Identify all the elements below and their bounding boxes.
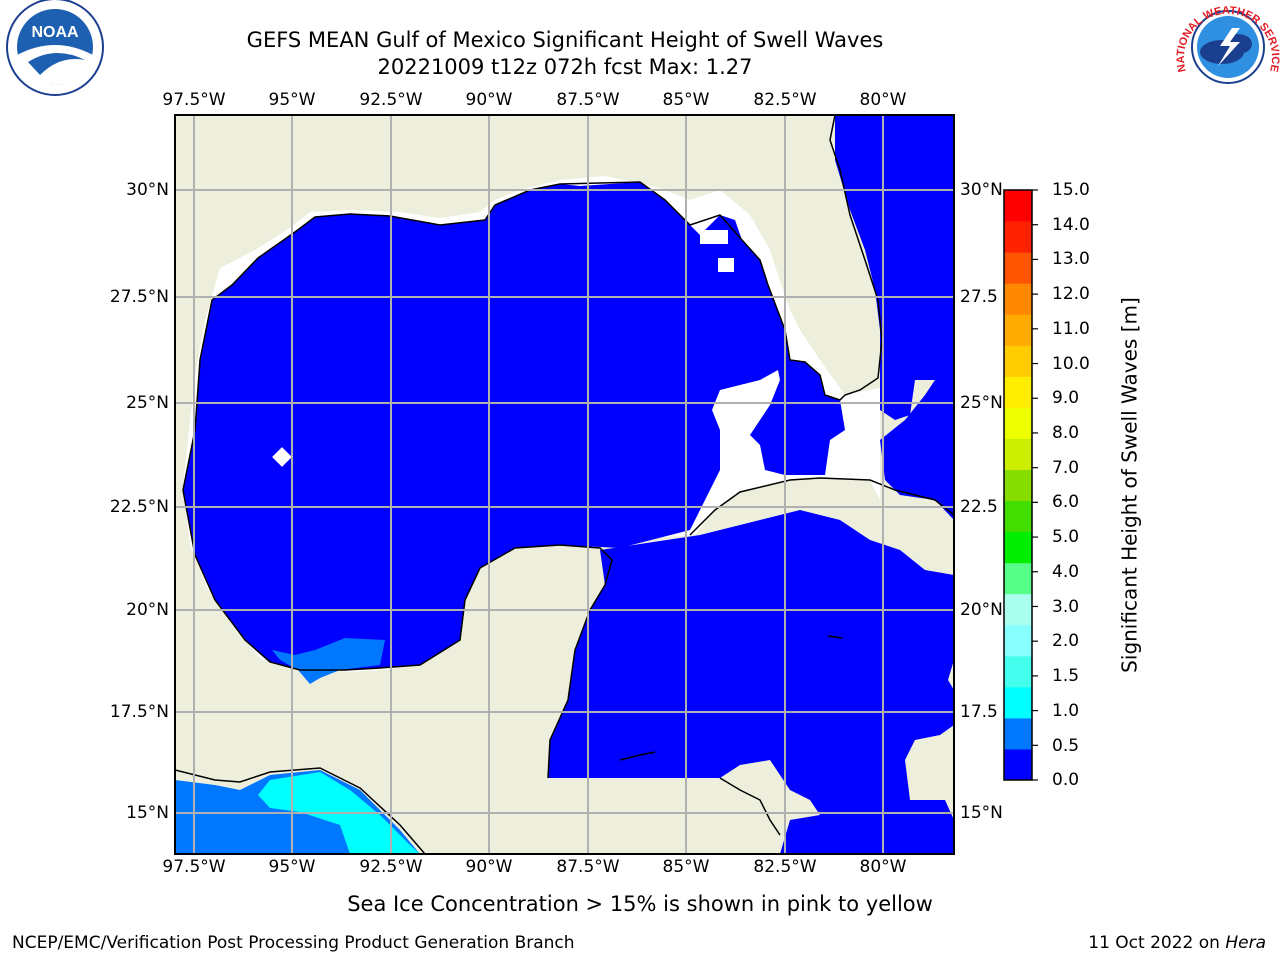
colorbar-segment	[1004, 407, 1032, 439]
noaa-logo-text: NOAA	[31, 24, 79, 41]
gridlines	[175, 115, 954, 854]
colorbar-segment	[1004, 593, 1032, 626]
campeche-swell	[272, 638, 385, 684]
colorbar-tick: 11.0	[1052, 319, 1090, 339]
lon-tick-top: 87.5°W	[556, 90, 620, 110]
colorbar-tick: 3.0	[1052, 597, 1080, 617]
colorbar-segment	[1004, 748, 1032, 781]
lat-tick-right: 27.5	[960, 287, 998, 307]
map-frame	[174, 114, 955, 855]
colorbar-segment	[1004, 469, 1032, 502]
lat-tick-left: 30°N	[126, 180, 169, 200]
atlantic-water	[835, 115, 954, 520]
lat-tick-right: 20°N	[960, 600, 1003, 620]
gulf-water	[183, 182, 845, 670]
colorbar-tick: 6.0	[1052, 492, 1080, 512]
lat-tick-left: 25°N	[126, 393, 169, 413]
credit-date: 11 Oct 2022 on Hera	[1088, 932, 1266, 954]
lon-tick-top: 97.5°W	[162, 90, 226, 110]
chart-subtitle: 20221009 t12z 072h fcst Max: 1.27	[377, 55, 753, 79]
host-name: Hera	[1225, 933, 1266, 953]
colorbar-segment	[1004, 624, 1032, 657]
colorbar-tick: 1.0	[1052, 701, 1080, 721]
lat-tick-left: 17.5°N	[109, 702, 169, 722]
lat-tick-left: 27.5°N	[109, 287, 169, 307]
lat-tick-right: 15°N	[960, 803, 1003, 823]
colorbar	[1003, 189, 1038, 781]
colorbar-label: Significant Height of Swell Waves [m]	[1117, 297, 1142, 673]
lon-tick-bottom: 95°W	[268, 857, 316, 877]
colorbar-segment	[1004, 531, 1032, 564]
colorbar-tick: 13.0	[1052, 249, 1090, 269]
colorbar-tick: 2.0	[1052, 631, 1080, 651]
colorbar-segment	[1004, 562, 1032, 595]
colorbar-tick: 15.0	[1052, 180, 1090, 200]
colorbar-tick: 9.0	[1052, 388, 1080, 408]
colorbar-segment	[1004, 221, 1032, 253]
lon-tick-bottom: 82.5°W	[753, 857, 817, 877]
colorbar-tick: 4.0	[1052, 562, 1080, 582]
caribbean-water	[548, 510, 954, 854]
lat-tick-left: 20°N	[126, 600, 169, 620]
nws-logo: NATIONAL WEATHER SERVICE	[1175, 0, 1280, 94]
lat-tick-right: 17.5	[960, 702, 998, 722]
colorbar-segment	[1004, 438, 1032, 470]
lat-tick-right: 30°N	[960, 180, 1003, 200]
lon-tick-bottom: 80°W	[859, 857, 907, 877]
colorbar-tick: 1.5	[1052, 666, 1080, 686]
noaa-logo: NOAA	[6, 0, 104, 96]
lat-tick-right: 22.5	[960, 497, 998, 517]
colorbar-segment	[1004, 190, 1032, 222]
colorbar-tick: 8.0	[1052, 423, 1080, 443]
colorbar-tick: 12.0	[1052, 284, 1090, 304]
lon-tick-bottom: 85°W	[662, 857, 710, 877]
lon-tick-bottom: 92.5°W	[359, 857, 423, 877]
colorbar-tick: 0.5	[1052, 736, 1080, 756]
colorbar-tick: 7.0	[1052, 458, 1080, 478]
colorbar-segment	[1004, 345, 1032, 377]
lon-tick-top: 80°W	[859, 90, 907, 110]
lon-tick-bottom: 97.5°W	[162, 857, 226, 877]
colorbar-segment	[1004, 314, 1032, 346]
lon-tick-top: 92.5°W	[359, 90, 423, 110]
sea-ice-note: Sea Ice Concentration > 15% is shown in …	[347, 892, 933, 916]
lat-tick-right: 25°N	[960, 393, 1003, 413]
chart-title: GEFS MEAN Gulf of Mexico Significant Hei…	[246, 28, 884, 52]
colorbar-tick: 14.0	[1052, 215, 1090, 235]
colorbar-segment	[1004, 283, 1032, 315]
lon-tick-top: 90°W	[465, 90, 513, 110]
colorbar-tick: 10.0	[1052, 354, 1090, 374]
lat-tick-left: 15°N	[126, 803, 169, 823]
colorbar-tick: 5.0	[1052, 527, 1080, 547]
colorbar-frame	[1003, 189, 1033, 781]
colorbar-segment	[1004, 252, 1032, 284]
lon-tick-top: 82.5°W	[753, 90, 817, 110]
colorbar-segment	[1004, 717, 1032, 750]
colorbar-tick: 0.0	[1052, 770, 1080, 790]
lon-tick-top: 95°W	[268, 90, 316, 110]
lon-tick-bottom: 87.5°W	[556, 857, 620, 877]
colorbar-segment	[1004, 655, 1032, 688]
lat-tick-left: 22.5°N	[109, 497, 169, 517]
lon-tick-top: 85°W	[662, 90, 710, 110]
colorbar-segment	[1004, 500, 1032, 533]
lon-tick-bottom: 90°W	[465, 857, 513, 877]
date-text: 11 Oct 2022 on	[1088, 933, 1226, 953]
credit-branch: NCEP/EMC/Verification Post Processing Pr…	[12, 933, 575, 953]
colorbar-segment	[1004, 376, 1032, 408]
colorbar-segment	[1004, 686, 1032, 719]
